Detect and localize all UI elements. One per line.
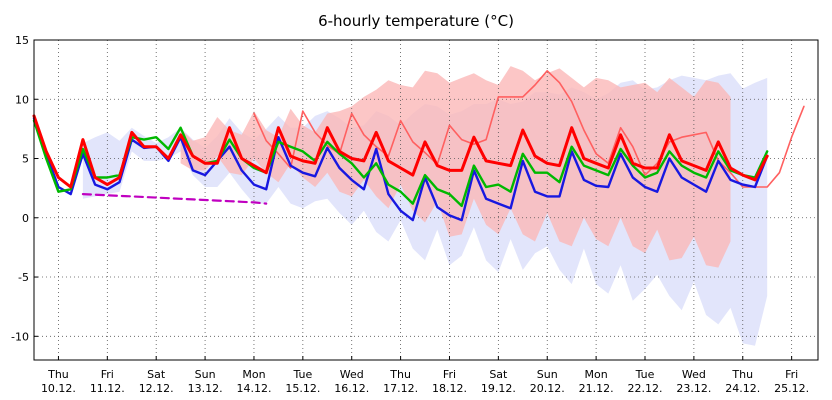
series-lines xyxy=(32,70,805,222)
y-tick-label: 0 xyxy=(22,212,29,225)
x-day-label: Tue xyxy=(635,368,655,381)
x-day-label: Sat xyxy=(147,368,166,381)
series-line-3 xyxy=(32,114,769,189)
ensemble-band-1 xyxy=(180,66,731,268)
x-axis: Thu10.12.Fri11.12.Sat12.12.Sun13.12.Mon1… xyxy=(41,356,809,395)
chart-title: 6-hourly temperature (°C) xyxy=(318,12,514,30)
x-day-label: Mon xyxy=(242,368,265,381)
ensemble-bands xyxy=(82,66,768,346)
x-date-label: 25.12. xyxy=(774,382,809,395)
x-date-label: 19.12. xyxy=(481,382,516,395)
x-day-label: Thu xyxy=(731,368,753,381)
x-date-label: 11.12. xyxy=(90,382,125,395)
x-date-label: 16.12. xyxy=(334,382,369,395)
plot-frame xyxy=(33,39,819,361)
y-tick-label: 15 xyxy=(15,34,29,47)
x-date-label: 24.12. xyxy=(725,382,760,395)
x-day-label: Sun xyxy=(537,368,558,381)
x-date-label: 13.12. xyxy=(188,382,223,395)
x-day-label: Fri xyxy=(785,368,798,381)
y-tick-label: -5 xyxy=(18,271,29,284)
series-line-0 xyxy=(253,70,805,188)
x-date-label: 15.12. xyxy=(285,382,320,395)
x-date-label: 17.12. xyxy=(383,382,418,395)
y-tick-label: 5 xyxy=(22,153,29,166)
x-day-label: Fri xyxy=(443,368,456,381)
x-date-label: 12.12. xyxy=(139,382,174,395)
x-date-label: 14.12. xyxy=(236,382,271,395)
y-tick-label: -10 xyxy=(11,330,29,343)
x-day-label: Sat xyxy=(489,368,508,381)
y-axis: 15 10 5 0 -5 -10 xyxy=(11,34,38,343)
x-day-label: Sun xyxy=(195,368,216,381)
x-day-label: Mon xyxy=(585,368,608,381)
x-day-label: Fri xyxy=(101,368,114,381)
x-date-label: 10.12. xyxy=(41,382,76,395)
x-date-label: 18.12. xyxy=(432,382,467,395)
x-date-label: 22.12. xyxy=(628,382,663,395)
series-line-2 xyxy=(32,119,769,208)
x-day-label: Wed xyxy=(682,368,706,381)
x-date-label: 23.12. xyxy=(676,382,711,395)
y-tick-label: 10 xyxy=(15,93,29,106)
x-day-label: Thu xyxy=(389,368,411,381)
x-day-label: Thu xyxy=(47,368,69,381)
x-date-label: 20.12. xyxy=(530,382,565,395)
x-date-label: 21.12. xyxy=(579,382,614,395)
series-line-4 xyxy=(81,193,268,205)
x-day-label: Wed xyxy=(340,368,364,381)
x-day-label: Tue xyxy=(292,368,312,381)
